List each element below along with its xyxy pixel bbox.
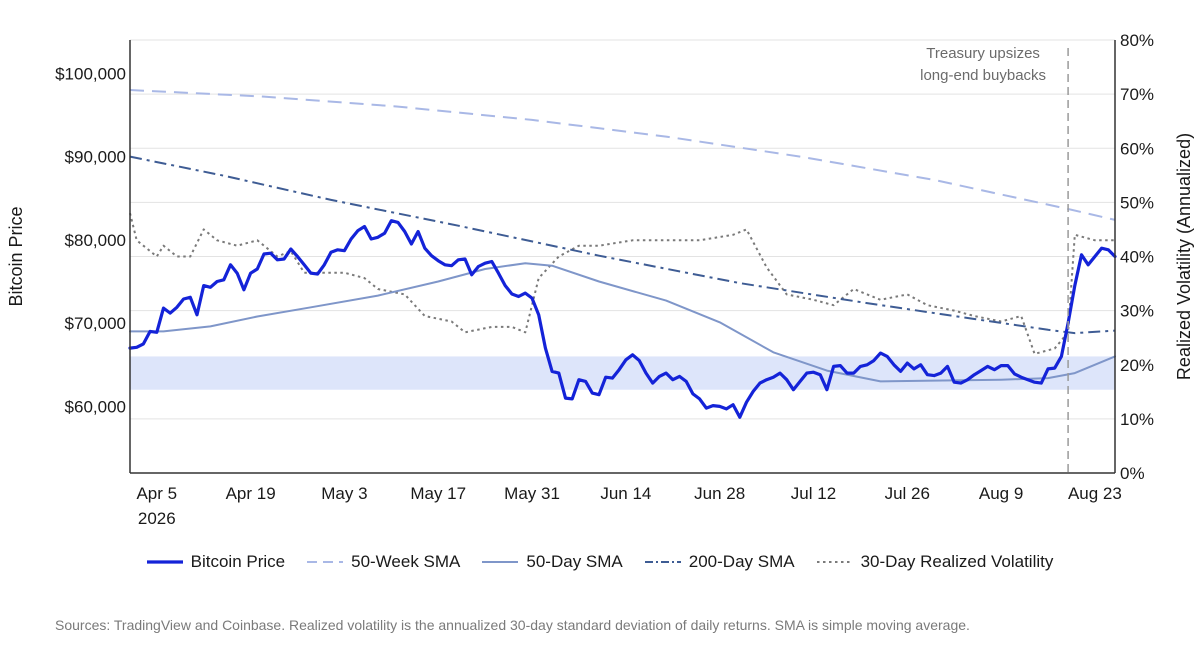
series-line-50-day-sma bbox=[129, 262, 1116, 383]
y-tick-label-right: 80% bbox=[1120, 31, 1154, 50]
y-axis-title-right: Realized Volatility (Annualized) bbox=[1174, 133, 1194, 380]
x-tick-label: May 17 bbox=[410, 484, 466, 503]
legend-item: 50-Day SMA bbox=[482, 552, 623, 572]
legend-item: 50-Week SMA bbox=[307, 552, 460, 572]
legend-item: 30-Day Realized Volatility bbox=[816, 552, 1054, 572]
x-tick-label: Apr 19 bbox=[226, 484, 276, 503]
legend-label: 200-Day SMA bbox=[688, 552, 795, 571]
y-tick-label-left: $80,000 bbox=[65, 231, 126, 250]
x-tick-label: Jul 12 bbox=[791, 484, 836, 503]
x-tick-label: May 3 bbox=[321, 484, 367, 503]
x-tick-label: Aug 23 bbox=[1068, 484, 1122, 503]
tick-labels: $60,000 $70,000 $80,000 $90,000 $100,000 0% 10… bbox=[55, 31, 1154, 528]
x-tick-label: May 31 bbox=[504, 484, 560, 503]
y-tick-label-right: 50% bbox=[1120, 193, 1154, 212]
x-tick-label: Apr 5 bbox=[136, 484, 177, 503]
legend: Bitcoin Price 50-Week SMA 50-Day SMA 200-Da… bbox=[0, 552, 1200, 572]
legend-label: Bitcoin Price bbox=[190, 552, 286, 571]
y-tick-label-right: 60% bbox=[1120, 139, 1154, 158]
series-lines bbox=[128, 89, 1117, 419]
legend-label: 50-Week SMA bbox=[351, 552, 461, 571]
legend-swatch bbox=[307, 561, 344, 563]
x-tick-label: Jun 14 bbox=[600, 484, 651, 503]
chart: Treasury upsizes long-end buybacks $60,0… bbox=[6, 31, 1194, 528]
series-line-200-day-sma bbox=[129, 155, 1116, 335]
y-tick-label-right: 20% bbox=[1120, 356, 1154, 375]
legend-item: 200-Day SMA bbox=[644, 552, 795, 572]
annotation-text: Treasury upsizes bbox=[926, 45, 1040, 62]
series-line-bitcoin-price bbox=[128, 219, 1117, 419]
legend-label: 50-Day SMA bbox=[526, 552, 623, 571]
y-tick-label-left: $70,000 bbox=[65, 314, 126, 333]
x-tick-label: Jun 28 bbox=[694, 484, 745, 503]
x-tick-sublabel: 2026 bbox=[138, 509, 176, 528]
y-tick-label-right: 40% bbox=[1120, 248, 1154, 267]
y-tick-label-right: 30% bbox=[1120, 302, 1154, 321]
y-tick-label-right: 70% bbox=[1120, 85, 1154, 104]
legend-swatch bbox=[816, 561, 853, 563]
series-line-30-day-realized-volatility bbox=[129, 212, 1115, 355]
y-tick-label-left: $90,000 bbox=[65, 148, 126, 167]
shaded-band bbox=[130, 356, 1115, 390]
y-tick-label-right: 10% bbox=[1120, 410, 1154, 429]
x-tick-label: Aug 9 bbox=[979, 484, 1023, 503]
y-tick-label-left: $60,000 bbox=[65, 397, 126, 416]
legend-label: 30-Day Realized Volatility bbox=[860, 552, 1054, 571]
series-line-50-week-sma bbox=[129, 89, 1116, 221]
legend-swatch bbox=[146, 560, 183, 564]
y-tick-label-right: 0% bbox=[1120, 464, 1145, 483]
y-tick-label-left: $100,000 bbox=[55, 64, 126, 83]
y-axis-title-left: Bitcoin Price bbox=[6, 206, 26, 306]
x-tick-label: Jul 26 bbox=[885, 484, 930, 503]
annotation-text: long-end buybacks bbox=[920, 67, 1046, 84]
source-note: Sources: TradingView and Coinbase. Reali… bbox=[55, 617, 970, 633]
legend-item: Bitcoin Price bbox=[146, 552, 286, 572]
legend-swatch bbox=[644, 561, 681, 563]
legend-swatch bbox=[482, 561, 519, 563]
axes bbox=[129, 40, 1116, 474]
